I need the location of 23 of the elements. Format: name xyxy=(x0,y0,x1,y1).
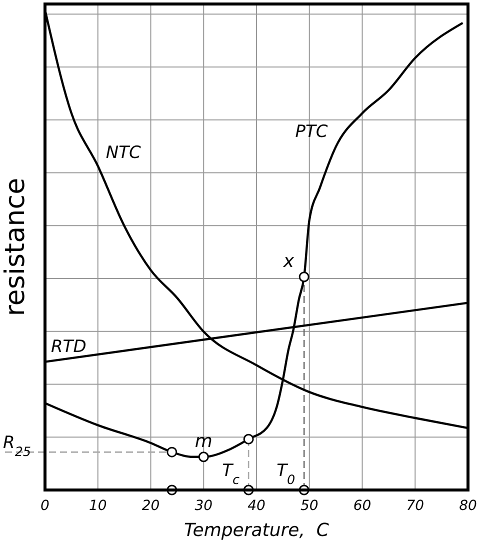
x-axis-title: Temperature, C xyxy=(184,520,330,541)
ref-line-label: R$_{25}$ xyxy=(3,433,32,460)
point xyxy=(243,434,254,444)
series-label: NTC xyxy=(106,143,141,163)
annotation: m xyxy=(194,430,212,452)
x-tick-label: 0 xyxy=(40,498,50,514)
point xyxy=(298,272,310,282)
x-tick-label: 40 xyxy=(248,498,266,514)
x-tick-label: 20 xyxy=(142,498,160,514)
series-label: RTD xyxy=(51,336,86,357)
annotation: x xyxy=(282,250,294,272)
ref-line-label: T$_{c}$ xyxy=(222,461,240,488)
x-tick-label: 80 xyxy=(459,498,477,514)
x-tick-label: 70 xyxy=(406,498,424,514)
y-axis-title: resistance xyxy=(0,178,31,316)
x-tick-label: 10 xyxy=(88,498,107,514)
point xyxy=(166,446,178,458)
x-tick-label: 60 xyxy=(353,498,372,514)
point xyxy=(198,452,209,462)
x-tick-label: 30 xyxy=(194,498,213,514)
ref-line-label: T$_{0}$ xyxy=(276,461,296,488)
x-tick-label: 50 xyxy=(300,498,318,514)
series-label: PTC xyxy=(295,122,328,142)
